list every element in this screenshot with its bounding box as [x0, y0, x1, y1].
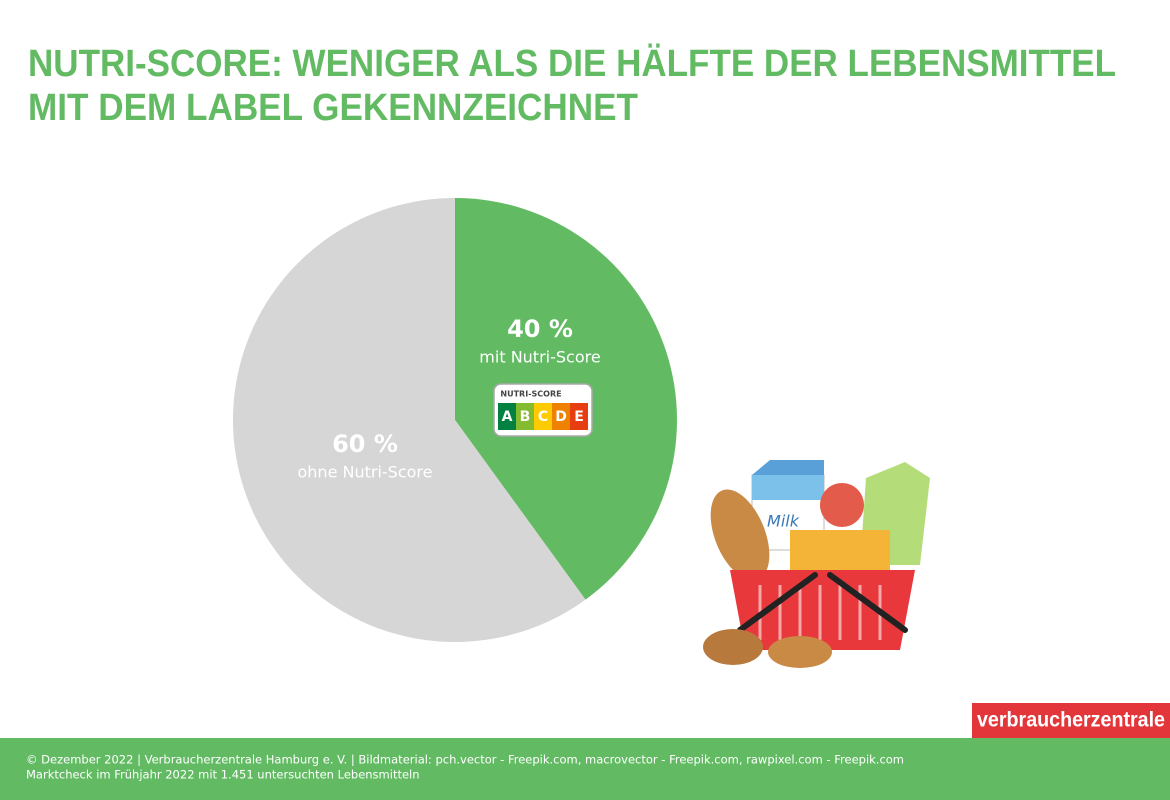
milk-band [752, 475, 824, 500]
slice-value-label: 40 % [507, 315, 573, 343]
chart-title: MIT DEM LABEL GEKENNZEICHNET [28, 87, 638, 129]
footer-note: Marktcheck im Frühjahr 2022 mit 1.451 un… [26, 768, 420, 782]
pie [232, 198, 677, 642]
slice-category-label: mit Nutri-Score [479, 348, 600, 367]
footer-credits: © Dezember 2022 | Verbraucherzentrale Ha… [26, 753, 904, 767]
slice-value-label: 60 % [332, 430, 398, 458]
badge-letter-box [552, 403, 570, 430]
basket-handle [827, 572, 908, 633]
logo-box [972, 703, 1170, 738]
logo: verbraucherzentrale [977, 709, 1165, 732]
footer-bar [0, 738, 1170, 800]
basket-handle [737, 572, 818, 633]
box [790, 530, 890, 575]
badge-letter-box [516, 403, 534, 430]
badge-letter-box [498, 403, 516, 430]
badge-letter: C [538, 409, 548, 425]
slice-category-label: ohne Nutri-Score [298, 463, 433, 482]
jar [820, 483, 864, 527]
bun [703, 629, 763, 665]
badge-title: NUTRI-SCORE [500, 390, 561, 399]
milk-icon: Milk [767, 512, 800, 531]
bread [710, 489, 770, 581]
croissant [768, 636, 832, 668]
badge-letter-box [534, 403, 552, 430]
badge-letter: A [502, 409, 513, 425]
milk-top [752, 460, 824, 475]
chart-title: NUTRI-SCORE: WENIGER ALS DIE HÄLFTE DER … [28, 42, 1116, 85]
basket [730, 570, 915, 650]
pie-labels: 40 % mit Nutri-Score 60 % ohne Nutri-Score [298, 315, 601, 482]
badge-letter: B [520, 409, 531, 425]
badge-letter: D [555, 409, 567, 425]
badge-letter-box [570, 403, 588, 430]
badge-letter: E [574, 409, 584, 425]
pie-slice [232, 198, 586, 642]
basket-illustration: Milk [703, 460, 930, 668]
